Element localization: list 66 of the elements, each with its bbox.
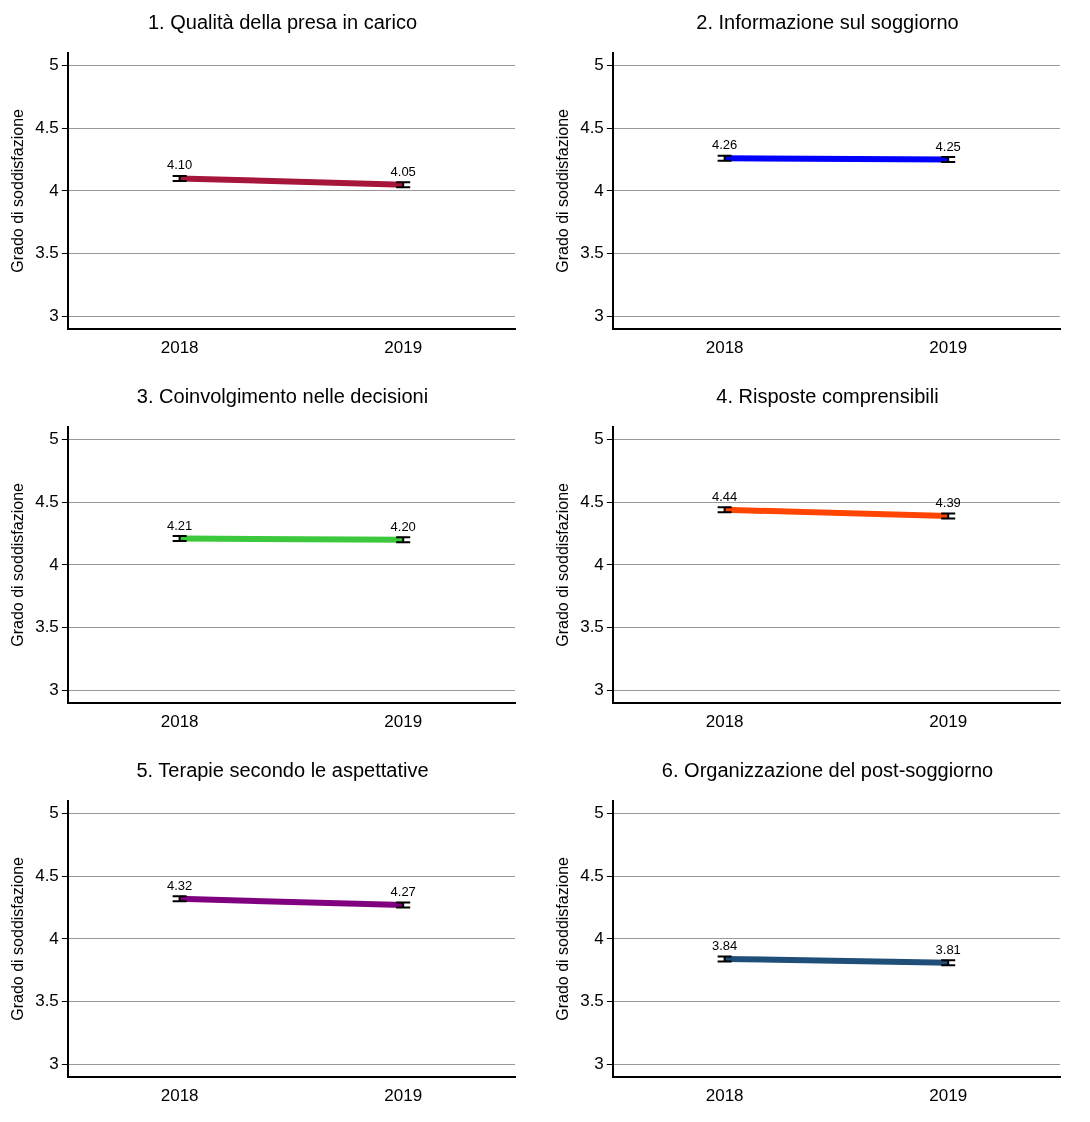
- data-label: 4.21: [166, 517, 193, 533]
- x-tick-label: 2018: [705, 712, 744, 732]
- data-label: 3.84: [711, 938, 738, 954]
- y-tick-label: 4: [49, 554, 59, 574]
- y-tick-label: 4.5: [35, 866, 59, 885]
- data-label: 4.27: [390, 884, 416, 900]
- x-tick-label: 2019: [384, 338, 423, 358]
- y-tick-label: 3.5: [580, 617, 604, 637]
- y-tick-label: 3: [49, 305, 59, 325]
- chart-title: 2. Informazione sul soggiorno: [695, 10, 960, 35]
- y-axis-title: Grado di soddisfazione: [554, 108, 572, 273]
- data-label: 4.26: [711, 137, 738, 153]
- y-tick-label: 4.5: [580, 866, 604, 885]
- x-tick-label: 2018: [705, 338, 744, 358]
- y-axis-title: Grado di soddisfazione: [9, 482, 27, 647]
- y-tick-label: 3: [49, 1053, 59, 1073]
- y-tick-label: 5: [49, 55, 59, 75]
- y-tick-label: 3: [594, 679, 604, 699]
- y-axis-title: Grado di soddisfazione: [9, 108, 27, 273]
- y-tick-label: 4.5: [35, 118, 59, 137]
- x-tick-label: 2019: [929, 338, 968, 358]
- data-label: 4.10: [166, 157, 193, 173]
- y-tick-label: 4.5: [580, 492, 604, 511]
- y-tick-label: 4: [594, 180, 604, 200]
- chart-title: 4. Risposte comprensibili: [715, 384, 940, 409]
- data-label: 4.39: [935, 495, 961, 511]
- y-tick-label: 4.5: [580, 118, 604, 137]
- y-tick-label: 5: [49, 429, 59, 449]
- y-tick-label: 4.5: [35, 492, 59, 511]
- x-tick-label: 2019: [384, 712, 423, 732]
- y-tick-label: 3.5: [580, 991, 604, 1011]
- y-tick-label: 5: [594, 55, 604, 75]
- y-tick-label: 3.5: [35, 617, 59, 637]
- y-tick-label: 3: [49, 679, 59, 699]
- y-axis-title: Grado di soddisfazione: [554, 482, 572, 647]
- y-tick-label: 3.5: [35, 243, 59, 263]
- x-tick-label: 2019: [384, 1086, 423, 1106]
- y-tick-label: 4: [594, 554, 604, 574]
- chart-title: 3. Coinvolgimento nelle decisioni: [135, 384, 430, 409]
- y-tick-label: 4: [49, 180, 59, 200]
- y-tick-label: 3.5: [580, 243, 604, 263]
- y-tick-label: 3: [594, 305, 604, 325]
- y-axis-title: Grado di soddisfazione: [554, 856, 572, 1021]
- y-tick-label: 4: [594, 928, 604, 948]
- chart-title: 5. Terapie secondo le aspettative: [135, 758, 430, 783]
- x-tick-label: 2018: [160, 338, 199, 358]
- x-tick-label: 2018: [160, 1086, 199, 1106]
- y-tick-label: 4: [49, 928, 59, 948]
- chart-title: 6. Organizzazione del post-soggiorno: [660, 758, 995, 783]
- y-tick-label: 5: [594, 803, 604, 823]
- y-tick-label: 5: [594, 429, 604, 449]
- chart-title: 1. Qualità della presa in carico: [146, 10, 418, 35]
- data-label: 4.32: [166, 877, 193, 893]
- data-label: 4.05: [390, 163, 416, 179]
- data-label: 4.25: [935, 138, 961, 154]
- data-label: 3.81: [935, 941, 961, 957]
- y-tick-label: 3: [594, 1053, 604, 1073]
- data-label: 4.44: [711, 488, 738, 504]
- data-label: 4.20: [390, 518, 416, 534]
- y-axis-title: Grado di soddisfazione: [9, 856, 27, 1021]
- x-tick-label: 2018: [160, 712, 199, 732]
- x-tick-label: 2018: [705, 1086, 744, 1106]
- y-tick-label: 5: [49, 803, 59, 823]
- y-tick-label: 3.5: [35, 991, 59, 1011]
- x-tick-label: 2019: [929, 1086, 968, 1106]
- x-tick-label: 2019: [929, 712, 968, 732]
